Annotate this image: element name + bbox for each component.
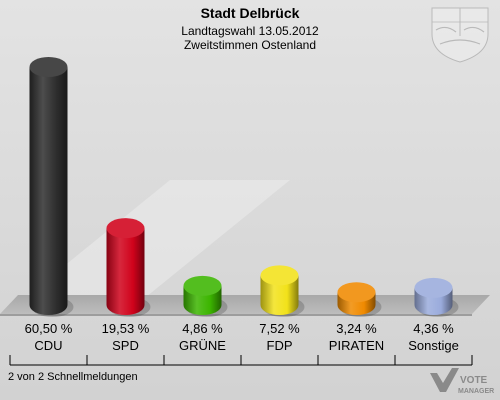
value-label-sonstige: 4,36 %	[413, 321, 454, 336]
bar-body-cdu	[29, 67, 68, 315]
bar-top-piraten	[337, 282, 376, 303]
chart-title: Stadt Delbrück	[201, 5, 300, 21]
footer-note: 2 von 2 Schnellmeldungen	[8, 371, 138, 383]
logo-text-manager: MANAGER	[458, 388, 494, 395]
category-label-grne: GRÜNE	[179, 338, 226, 353]
bar-top-cdu	[29, 57, 68, 77]
checkmark-icon	[430, 368, 459, 392]
value-label-spd: 19,53 %	[102, 321, 150, 336]
bar-fdp	[260, 265, 305, 317]
logo-text-vote: VOTE	[460, 375, 488, 386]
value-label-piraten: 3,24 %	[336, 321, 377, 336]
chart-subtitle-date: Landtagswahl 13.05.2012	[181, 24, 319, 38]
chart-floor-edge	[0, 314, 472, 316]
bar-piraten	[337, 282, 382, 317]
nrw-coat-of-arms-icon	[431, 7, 489, 63]
category-label-cdu: CDU	[34, 338, 62, 353]
bar-spd	[106, 218, 151, 317]
bar-cdu	[29, 57, 74, 317]
votemanager-logo: VOTE MANAGER	[430, 368, 494, 395]
category-label-spd: SPD	[112, 338, 139, 353]
value-label-cdu: 60,50 %	[25, 321, 73, 336]
value-label-fdp: 7,52 %	[259, 321, 300, 336]
bar-top-sonstige	[414, 277, 453, 298]
bar-body-spd	[106, 228, 145, 315]
category-label-piraten: PIRATEN	[329, 338, 384, 353]
category-label-sonstige: Sonstige	[408, 338, 459, 353]
chart-subtitle-district: Zweitstimmen Ostenland	[184, 38, 316, 52]
bar-body-fdp	[260, 275, 299, 315]
bar-sonstige	[414, 277, 459, 317]
bar-top-fdp	[260, 265, 299, 286]
background-beam	[10, 180, 290, 310]
bar-grne	[183, 275, 228, 317]
bar-top-grne	[183, 275, 222, 296]
bar-top-spd	[106, 218, 145, 239]
value-label-grne: 4,86 %	[182, 321, 223, 336]
category-label-fdp: FDP	[267, 338, 293, 353]
